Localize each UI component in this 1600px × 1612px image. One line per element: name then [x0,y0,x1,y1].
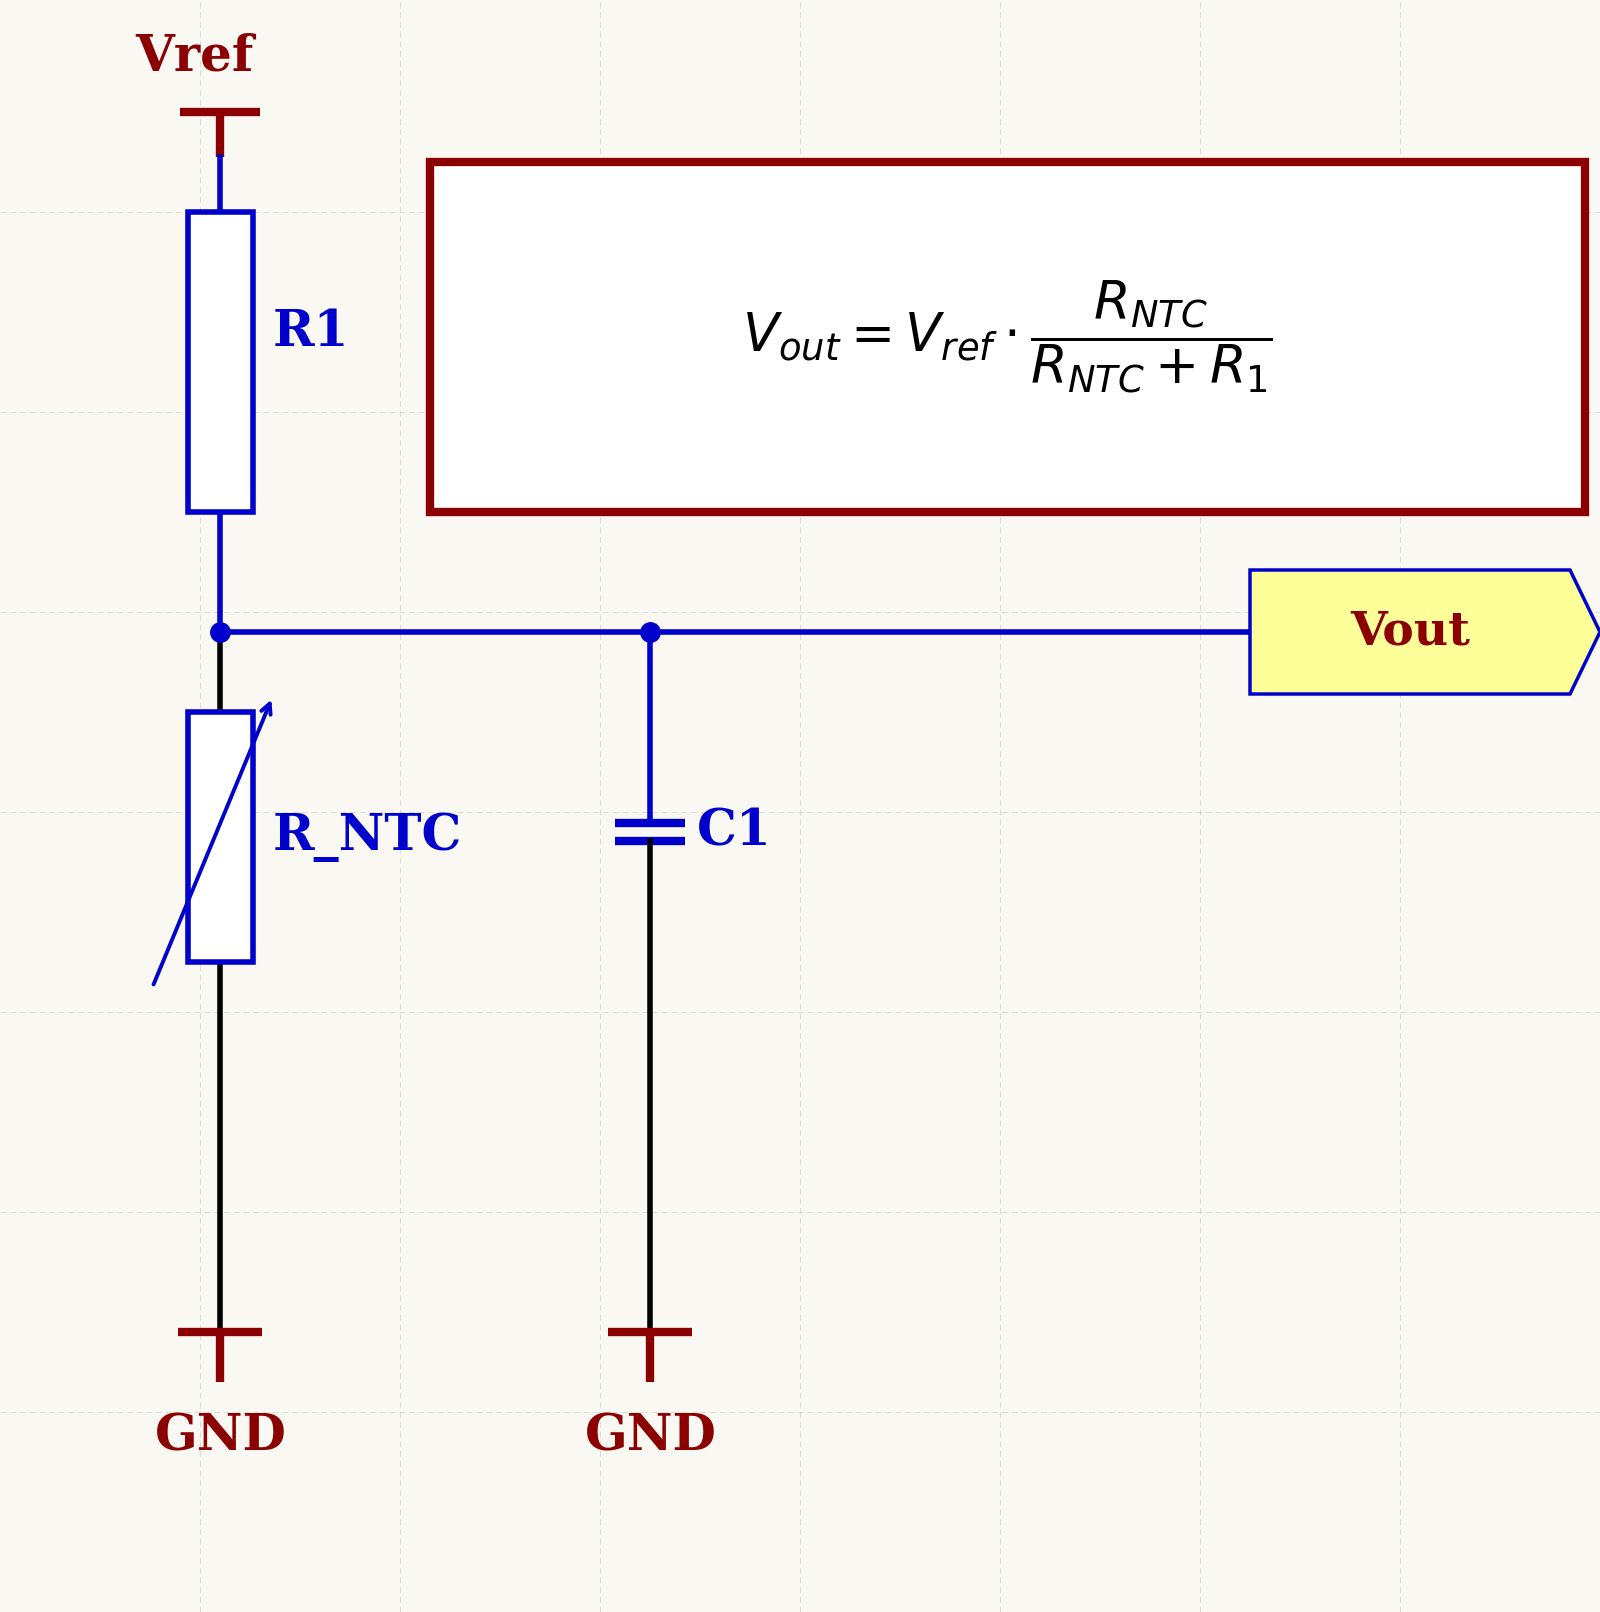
Text: Vout: Vout [1350,609,1470,654]
Polygon shape [1250,571,1600,695]
Text: R_NTC: R_NTC [272,812,462,862]
Text: GND: GND [155,1412,286,1462]
Bar [430,161,1586,513]
Text: C1: C1 [698,808,771,856]
Bar [187,213,253,513]
Bar [187,713,253,962]
Text: R1: R1 [272,308,349,356]
Text: Vref: Vref [134,32,253,82]
Text: GND: GND [586,1412,717,1462]
Text: $V_{out} = V_{ref} \cdot \dfrac{R_{NTC}}{R_{NTC} + R_1}$: $V_{out} = V_{ref} \cdot \dfrac{R_{NTC}}… [742,279,1274,395]
